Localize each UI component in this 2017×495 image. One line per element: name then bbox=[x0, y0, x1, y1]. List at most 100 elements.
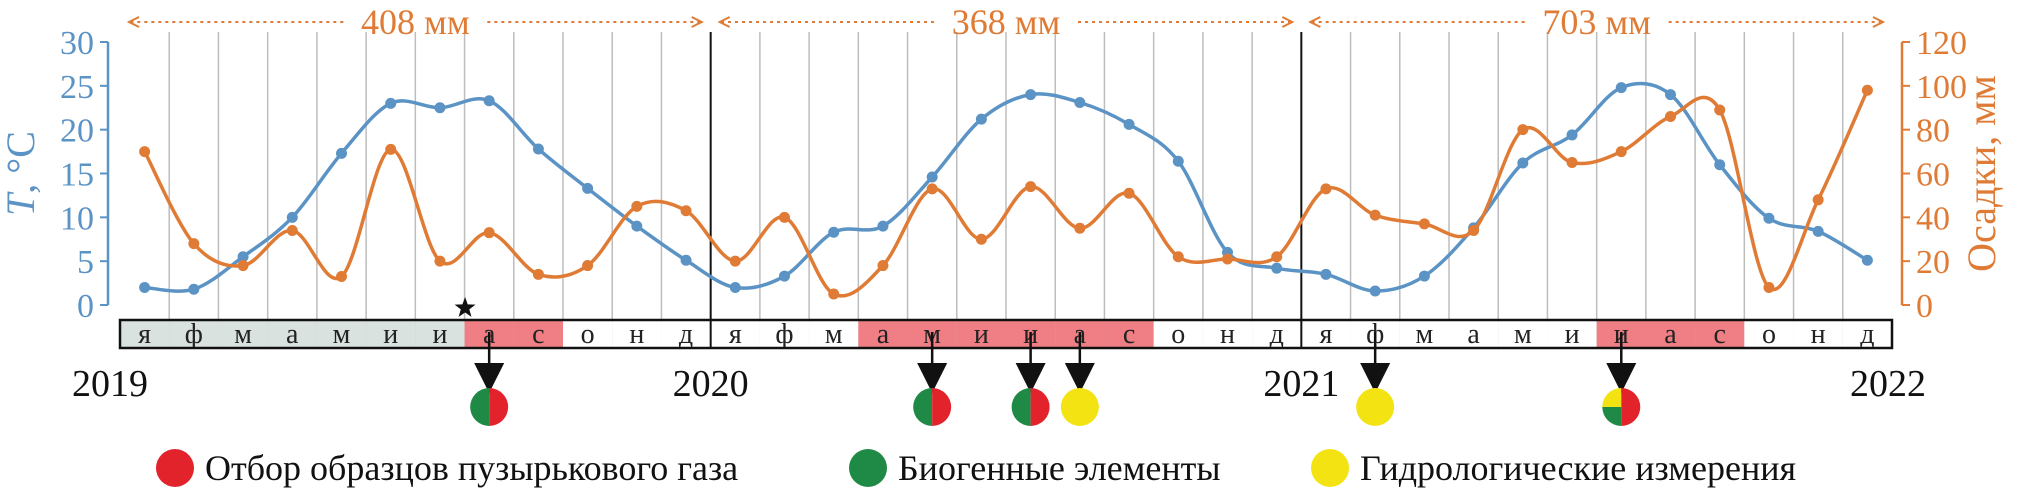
temperature-point bbox=[1271, 262, 1283, 274]
left-axis-title-unit: , °C bbox=[0, 131, 43, 194]
event-half-left bbox=[1011, 388, 1031, 426]
event-marker-solid bbox=[1356, 388, 1395, 426]
month-label: а bbox=[1664, 319, 1677, 350]
temperature-point bbox=[1418, 270, 1430, 282]
month-label: я bbox=[1319, 319, 1332, 350]
temperature-point bbox=[188, 283, 200, 295]
temperature-point bbox=[729, 281, 741, 293]
event-quarter-bottom-left bbox=[1602, 407, 1622, 426]
month-cell bbox=[1695, 320, 1745, 348]
month-cell bbox=[661, 320, 711, 348]
event-half-left bbox=[470, 388, 490, 426]
temperature-point bbox=[1369, 285, 1381, 297]
temperature-point bbox=[1074, 96, 1086, 108]
precipitation-point bbox=[286, 224, 298, 236]
month-label: ф bbox=[185, 319, 203, 350]
precipitation-point bbox=[1812, 194, 1824, 206]
right-axis-title: Осадки, мм bbox=[1959, 75, 2004, 272]
month-label: о bbox=[1762, 319, 1776, 350]
month-cell bbox=[1399, 320, 1449, 348]
month-label: с bbox=[1714, 319, 1726, 350]
precipitation-point bbox=[729, 255, 741, 267]
event-half-right bbox=[1621, 388, 1641, 426]
month-cell bbox=[1252, 320, 1302, 348]
temperature-point bbox=[828, 226, 840, 238]
precipitation-point bbox=[1763, 281, 1775, 293]
series bbox=[139, 81, 1873, 300]
star-icon bbox=[454, 297, 476, 317]
precipitation-point bbox=[1271, 251, 1283, 263]
precipitation-point bbox=[828, 288, 840, 300]
month-cell bbox=[1202, 320, 1253, 348]
month-label: я bbox=[729, 319, 742, 350]
temperature-point bbox=[975, 113, 987, 125]
temperature-point bbox=[1665, 89, 1676, 101]
month-label: а bbox=[1467, 319, 1480, 350]
precipitation-point bbox=[877, 260, 889, 272]
month-cell bbox=[1842, 320, 1892, 348]
month-cell bbox=[415, 320, 465, 348]
right-tick-label: 80 bbox=[1916, 113, 1950, 150]
precipitation-line bbox=[143, 89, 1869, 298]
precipitation-point bbox=[1123, 187, 1135, 199]
precipitation-point bbox=[1861, 84, 1873, 96]
month-cell bbox=[809, 320, 859, 348]
temperature-point bbox=[1517, 157, 1529, 169]
month-label: а bbox=[286, 319, 299, 350]
event-circle bbox=[1060, 388, 1099, 426]
annual-precip-label: 408 мм bbox=[361, 2, 470, 42]
precipitation-point bbox=[139, 146, 151, 158]
month-band: яфмамииасондяфмамииасондяфмамииасонд bbox=[118, 318, 1894, 350]
precipitation-point bbox=[1369, 209, 1381, 221]
month-band-frame bbox=[118, 318, 1894, 350]
month-label: д bbox=[1860, 319, 1874, 350]
year-label: 2021 bbox=[1263, 363, 1339, 405]
month-label: и bbox=[432, 319, 447, 350]
month-label: н bbox=[629, 319, 644, 350]
precipitation-point bbox=[1517, 124, 1529, 136]
temperature-point bbox=[926, 171, 938, 183]
precipitation-point bbox=[680, 205, 692, 217]
precipitation-point bbox=[1418, 218, 1430, 230]
month-cell bbox=[612, 320, 662, 348]
legend-label: Гидрологические измерения bbox=[1360, 448, 1796, 488]
precipitation-point bbox=[1566, 157, 1578, 169]
left-axis-title-var: T bbox=[0, 191, 43, 216]
temperature-point bbox=[631, 220, 643, 232]
month-cell bbox=[366, 320, 416, 348]
year-label: 2020 bbox=[673, 363, 749, 405]
legend-label: Биогенные элементы bbox=[898, 448, 1221, 488]
left-axis-title: T, °C bbox=[0, 131, 43, 216]
precipitation-point bbox=[975, 233, 987, 245]
temperature-point bbox=[434, 102, 446, 114]
event-marker-triple bbox=[1602, 388, 1641, 426]
month-label: а bbox=[877, 319, 890, 350]
event-quarter-top-left bbox=[1602, 388, 1622, 407]
right-tick-label: 60 bbox=[1916, 157, 1950, 194]
month-label: д bbox=[679, 319, 693, 350]
month-cell bbox=[218, 320, 268, 348]
month-cell bbox=[267, 320, 317, 348]
month-label: м bbox=[1416, 319, 1434, 350]
left-tick-label: 5 bbox=[77, 244, 94, 281]
left-tick-label: 30 bbox=[60, 25, 94, 62]
precipitation-point bbox=[1320, 183, 1332, 195]
precipitation-point bbox=[385, 143, 397, 155]
temperature-point bbox=[779, 270, 790, 282]
annotations: 408 мм 368 мм 703 мм 2019 2020 2021 2022 bbox=[72, 2, 1926, 405]
precipitation-point bbox=[582, 260, 594, 272]
month-cell bbox=[1498, 320, 1548, 348]
temperature-point bbox=[1320, 268, 1332, 280]
month-cell bbox=[169, 320, 219, 348]
right-tick-label: 100 bbox=[1916, 69, 1967, 106]
month-cell bbox=[1301, 320, 1351, 348]
temperature-point bbox=[1861, 254, 1873, 266]
event-half-right bbox=[932, 388, 952, 426]
month-cell bbox=[1449, 320, 1499, 348]
legend: Отбор образцов пузырькового газа Биогенны… bbox=[156, 448, 1796, 488]
precipitation-point bbox=[1074, 222, 1086, 234]
precipitation-point bbox=[1172, 251, 1184, 263]
month-cell bbox=[513, 320, 563, 348]
precipitation-point bbox=[1025, 181, 1037, 193]
precipitation-point bbox=[631, 200, 643, 212]
